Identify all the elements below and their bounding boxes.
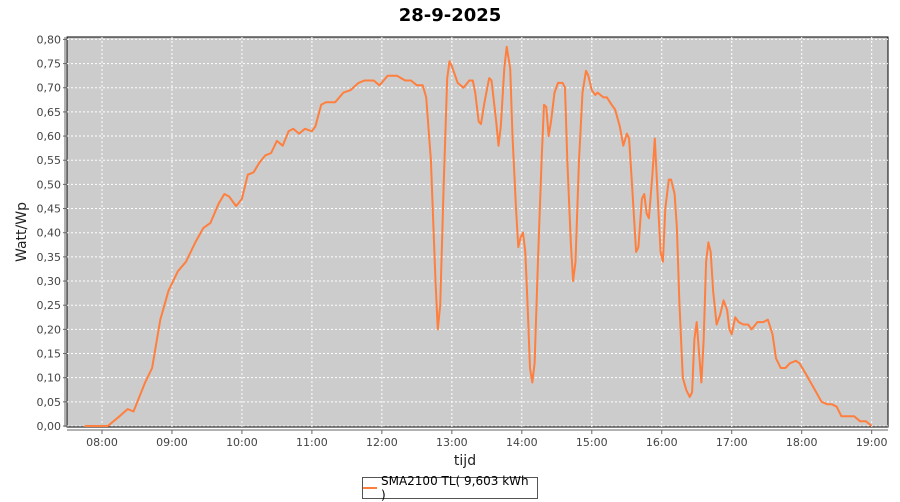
x-axis: 08:00 09:00 10:00 11:00 12:00 13:00 14:00 15:00… bbox=[67, 429, 888, 449]
y-axis-label: Watt/Wp bbox=[14, 202, 30, 262]
x-tick-label: 17:00 bbox=[716, 436, 748, 449]
legend-swatch bbox=[363, 487, 377, 489]
y-tick-label: 0,25 bbox=[37, 299, 62, 312]
plot-area bbox=[66, 36, 889, 428]
y-tick-label: 0,00 bbox=[37, 420, 62, 433]
x-tick-label: 08:00 bbox=[86, 436, 118, 449]
chart-title: 28-9-2025 bbox=[399, 5, 502, 26]
x-tick-label: 15:00 bbox=[576, 436, 608, 449]
y-tick-label: 0,10 bbox=[37, 372, 62, 385]
legend-label: SMA2100 TL( 9,603 kWh ) bbox=[380, 474, 529, 502]
y-axis: 0,00 0,05 0,10 0,15 0,20 0,25 0,30 0,35 0,40 0,45… bbox=[37, 33, 67, 433]
y-tick-label: 0,65 bbox=[37, 106, 62, 119]
series-line bbox=[84, 45, 873, 427]
y-tick-label: 0,20 bbox=[37, 323, 62, 336]
grid bbox=[67, 37, 888, 427]
y-tick-label: 0,35 bbox=[37, 251, 62, 264]
legend: SMA2100 TL( 9,603 kWh ) bbox=[362, 474, 538, 502]
y-tick-label: 0,75 bbox=[37, 58, 62, 71]
y-tick-label: 0,55 bbox=[37, 154, 62, 167]
x-tick-label: 09:00 bbox=[156, 436, 188, 449]
x-axis-label: tijd bbox=[454, 453, 476, 469]
x-tick-label: 13:00 bbox=[436, 436, 468, 449]
x-tick-label: 12:00 bbox=[366, 436, 398, 449]
x-tick-label: 14:00 bbox=[506, 436, 538, 449]
y-tick-label: 0,80 bbox=[37, 33, 62, 46]
x-tick-label: 11:00 bbox=[296, 436, 328, 449]
y-tick-label: 0,30 bbox=[37, 275, 62, 288]
x-tick-label: 16:00 bbox=[646, 436, 678, 449]
x-tick-label: 10:00 bbox=[226, 436, 258, 449]
x-tick-label: 19:00 bbox=[856, 436, 888, 449]
y-tick-label: 0,15 bbox=[37, 348, 62, 361]
y-tick-label: 0,60 bbox=[37, 130, 62, 143]
x-tick-label: 18:00 bbox=[786, 436, 818, 449]
y-tick-label: 0,45 bbox=[37, 203, 62, 216]
y-tick-label: 0,05 bbox=[37, 396, 62, 409]
y-tick-label: 0,70 bbox=[37, 82, 62, 95]
y-tick-label: 0,50 bbox=[37, 178, 62, 191]
y-tick-label: 0,40 bbox=[37, 227, 62, 240]
